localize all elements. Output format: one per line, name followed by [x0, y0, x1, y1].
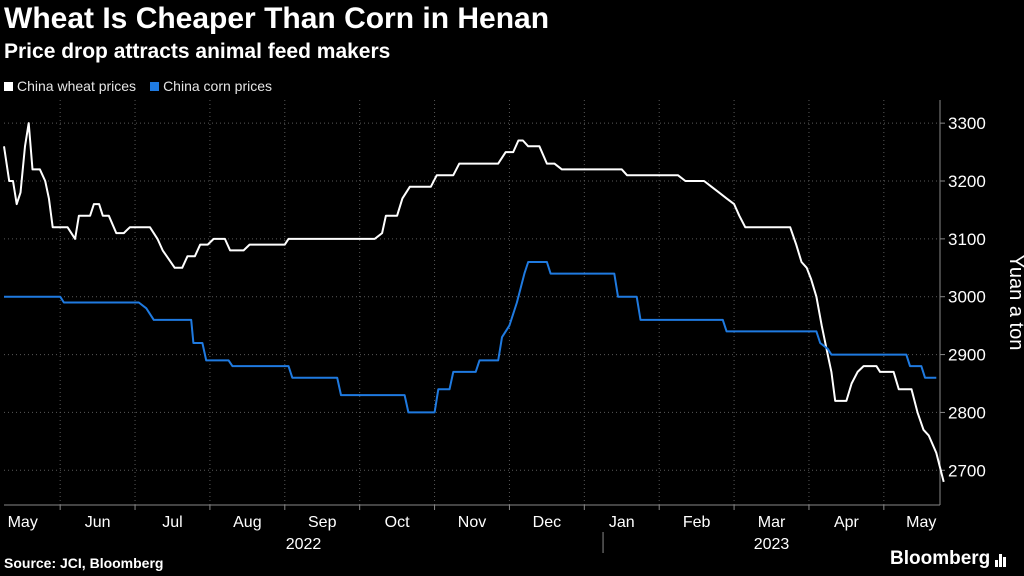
x-tick-label-7: Dec — [533, 514, 561, 531]
legend-swatch-corn — [150, 81, 160, 91]
chart-title: Wheat Is Cheaper Than Corn in Henan — [4, 2, 550, 35]
chart-subtitle: Price drop attracts animal feed makers — [4, 40, 391, 63]
brand-logo: Bloomberg — [890, 548, 1007, 570]
legend-label-corn: China corn prices — [163, 78, 272, 94]
legend-swatch-wheat — [4, 81, 13, 91]
legend-item-wheat: China wheat prices — [4, 78, 136, 94]
y-tick-label-3300: 3300 — [948, 114, 986, 133]
x-tick-label-12: May — [906, 514, 936, 531]
series-line-corn — [4, 261, 937, 414]
y-axis-title: Yuan a ton — [1005, 255, 1024, 351]
y-tick-label-3000: 3000 — [948, 288, 986, 307]
x-tick-label-1: Jun — [85, 514, 111, 531]
year-label-2022: 2022 — [286, 536, 322, 553]
x-tick-label-11: Apr — [834, 514, 860, 531]
year-label-2023: 2023 — [754, 536, 790, 553]
y-tick-label-3200: 3200 — [948, 172, 986, 191]
legend-item-corn: China corn prices — [150, 78, 272, 94]
x-tick-label-6: Nov — [458, 514, 486, 531]
legend: China wheat prices China corn prices — [4, 78, 286, 94]
y-tick-label-3100: 3100 — [948, 230, 986, 249]
bar-chart-icon — [995, 551, 1007, 567]
y-tick-label-2700: 2700 — [948, 461, 986, 480]
x-tick-label-10: Mar — [758, 514, 786, 531]
x-tick-label-3: Aug — [233, 514, 261, 531]
x-tick-label-5: Oct — [385, 514, 410, 531]
x-tick-label-8: Jan — [609, 514, 635, 531]
y-tick-label-2800: 2800 — [948, 403, 986, 422]
x-tick-label-0: May — [8, 514, 38, 531]
series-line-wheat — [3, 122, 945, 483]
brand-name: Bloomberg — [890, 548, 991, 569]
y-tick-label-2900: 2900 — [948, 346, 986, 365]
source-note: Source: JCI, Bloomberg — [4, 555, 164, 571]
x-tick-label-9: Feb — [683, 514, 711, 531]
legend-label-wheat: China wheat prices — [17, 78, 137, 94]
x-tick-label-4: Sep — [308, 514, 337, 531]
x-tick-label-2: Jul — [162, 514, 182, 531]
